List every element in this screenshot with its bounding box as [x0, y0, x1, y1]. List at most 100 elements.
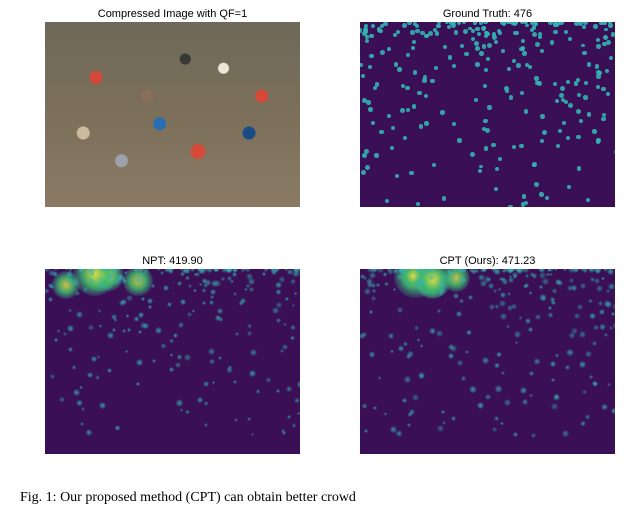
density-dot [112, 328, 116, 332]
density-dot [577, 93, 581, 97]
density-dot [480, 269, 487, 273]
density-dot [390, 146, 394, 150]
density-dot [478, 274, 485, 281]
density-dot [221, 277, 225, 281]
density-dot [143, 269, 149, 275]
density-dot [215, 315, 220, 320]
density-dot [601, 404, 608, 411]
density-dot [596, 85, 600, 89]
density-dot [206, 269, 213, 273]
density-dot [483, 84, 487, 88]
density-dot [465, 350, 469, 354]
density-dot [470, 152, 475, 157]
density-dot [566, 136, 570, 140]
density-dot [601, 117, 605, 121]
density-dot [161, 343, 167, 349]
density-dot [197, 397, 203, 403]
density-dot [511, 304, 516, 309]
density-dot [210, 295, 214, 299]
density-dot [185, 276, 190, 281]
density-dot [199, 283, 202, 286]
density-dot [364, 149, 369, 154]
density-dot [565, 365, 570, 370]
density-dot [587, 62, 591, 66]
density-dot [436, 330, 443, 337]
density-dot [435, 31, 440, 36]
density-dot [494, 40, 498, 44]
density-dot [251, 433, 254, 436]
density-dot [281, 429, 285, 433]
density-dot [468, 295, 473, 300]
density-dot [440, 110, 444, 114]
density-dot [479, 51, 484, 56]
density-dot [458, 276, 465, 283]
density-dot [442, 421, 446, 425]
density-dot [576, 109, 581, 114]
density-dot [114, 318, 118, 322]
density-dot [262, 272, 266, 276]
density-dot [107, 273, 114, 280]
density-dot [598, 301, 603, 306]
density-dot [598, 71, 602, 75]
density-dot [562, 430, 569, 437]
density-dot [584, 81, 588, 85]
density-dot [185, 410, 189, 414]
density-dot [407, 351, 414, 358]
density-dot [576, 135, 581, 140]
density-dot [73, 389, 80, 396]
density-dot [589, 313, 596, 320]
density-dot [474, 41, 479, 46]
density-dot [434, 66, 438, 70]
density-dot [115, 425, 121, 431]
density-dot [504, 399, 511, 406]
density-dot [519, 316, 523, 320]
density-dot [487, 105, 491, 109]
density-dot [495, 385, 502, 392]
density-dot [407, 22, 411, 25]
density-dot [475, 46, 480, 51]
density-dot [294, 292, 297, 295]
density-dot [68, 347, 73, 352]
density-dot [519, 47, 524, 52]
density-dot [50, 374, 55, 379]
density-dot [540, 114, 545, 119]
density-dot [532, 32, 537, 37]
density-dot [528, 65, 533, 70]
density-dot [596, 74, 601, 79]
density-dot [549, 273, 552, 276]
density-dot [454, 30, 458, 34]
density-dot [203, 381, 209, 387]
density-dot [599, 309, 605, 315]
density-dot [239, 301, 244, 306]
density-dot [361, 74, 365, 78]
density-dot [297, 412, 300, 415]
density-dot [478, 169, 482, 173]
density-dot [209, 300, 215, 306]
density-dot [604, 28, 608, 32]
density-dot [494, 363, 499, 368]
density-dot [177, 354, 183, 360]
density-dot [534, 76, 538, 80]
density-dot [292, 304, 296, 308]
density-dot [151, 284, 154, 287]
density-dot [235, 332, 239, 336]
figure-caption: Fig. 1: Our proposed method (CPT) can ob… [20, 490, 620, 506]
density-dot [578, 22, 583, 26]
density-dot [587, 112, 591, 116]
density-dot [402, 23, 407, 28]
density-dot [601, 87, 606, 92]
density-dot [574, 313, 580, 319]
density-dot [540, 49, 545, 54]
panel-compressed-image: Compressed Image with QF=1 [45, 8, 300, 207]
density-dot [520, 91, 524, 95]
density-dot [54, 269, 58, 271]
density-dot [361, 170, 366, 175]
density-dot [369, 351, 376, 358]
density-dot [107, 332, 113, 338]
density-dot [555, 99, 559, 103]
density-dot [577, 304, 583, 310]
density-dot [424, 121, 429, 126]
density-dot [256, 389, 260, 393]
density-dot [247, 331, 252, 336]
density-dot [204, 401, 209, 406]
